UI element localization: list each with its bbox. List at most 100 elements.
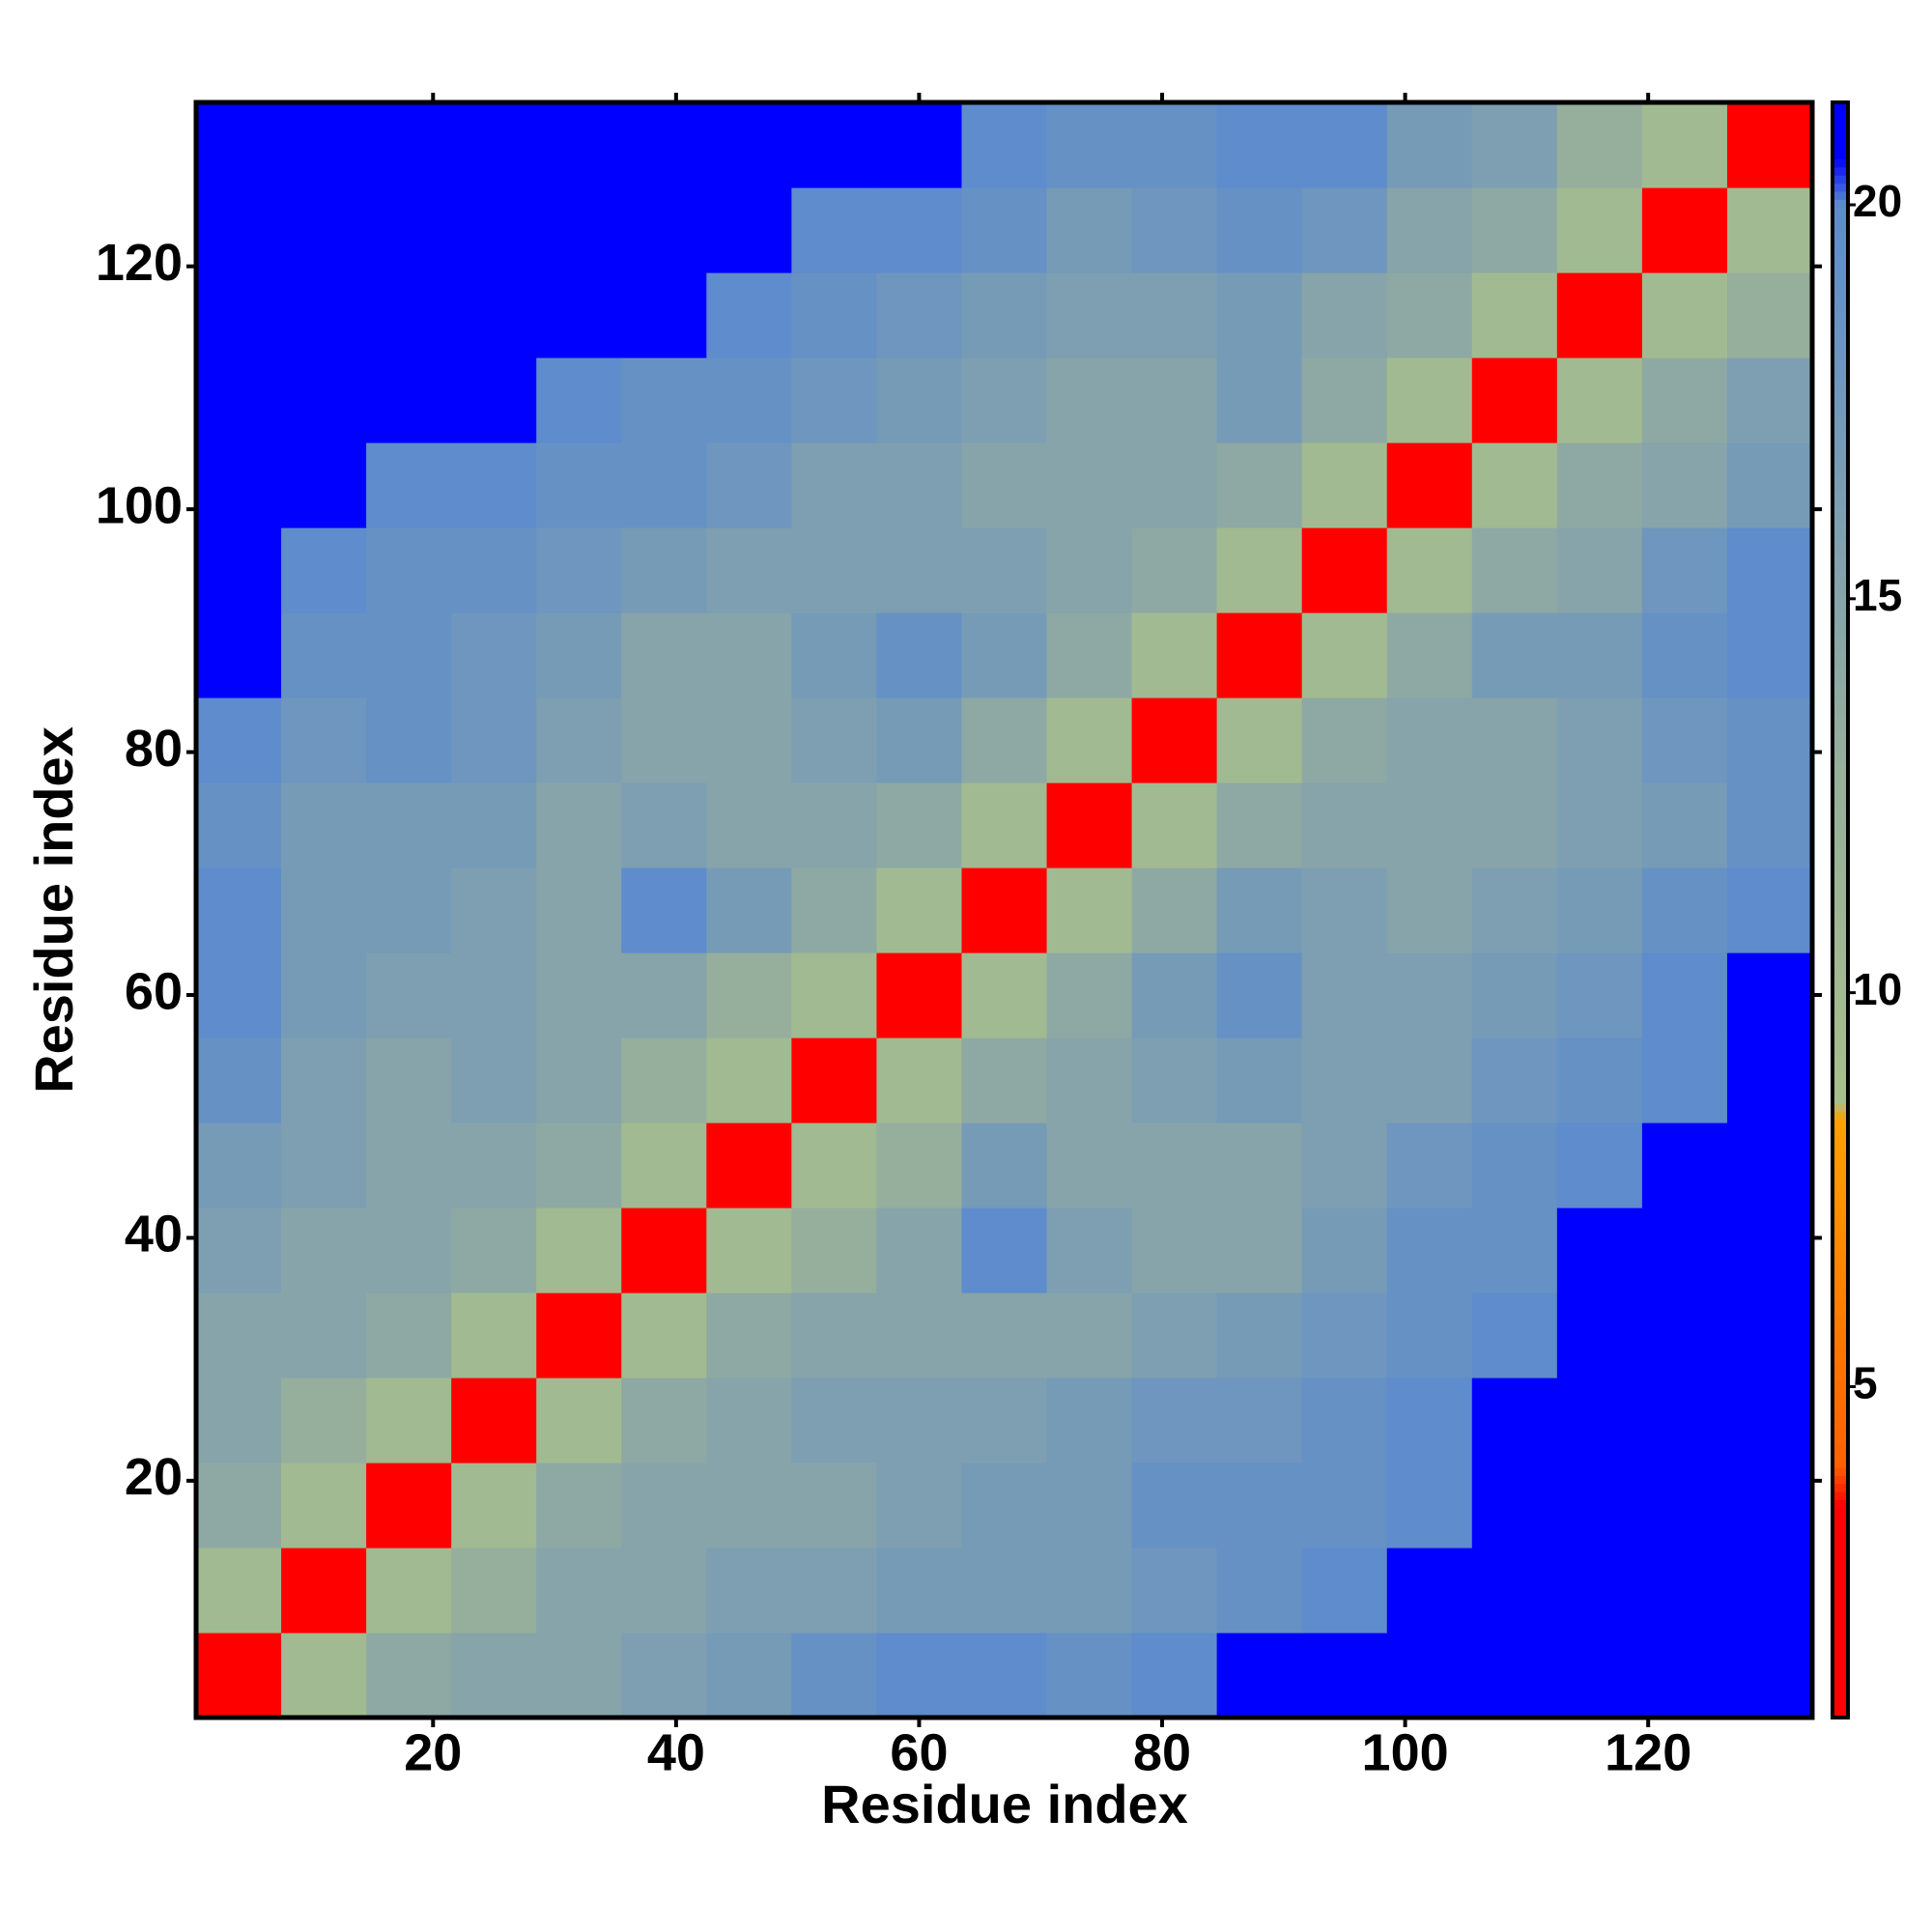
- colorbar-swatch: [1833, 240, 1848, 249]
- heatmap-cell: [1556, 867, 1643, 953]
- heatmap-cell: [1641, 442, 1728, 528]
- x-tick-label: 80: [1133, 1723, 1191, 1781]
- heatmap-cell: [1726, 867, 1813, 953]
- heatmap-cell: [1301, 1037, 1388, 1123]
- heatmap-cell: [791, 1548, 878, 1634]
- heatmap-cell: [1386, 102, 1473, 188]
- colorbar-swatch: [1833, 1677, 1848, 1687]
- heatmap-cell: [1386, 782, 1473, 868]
- colorbar-swatch: [1833, 207, 1848, 216]
- heatmap-cell: [1046, 187, 1133, 273]
- colorbar-swatch: [1833, 546, 1848, 555]
- heatmap-cell: [196, 612, 282, 698]
- heatmap-cell: [1556, 952, 1643, 1038]
- colorbar-swatch: [1833, 1427, 1848, 1435]
- x-tick-label: 120: [1605, 1723, 1691, 1781]
- heatmap-cell: [621, 867, 707, 953]
- heatmap-cell: [961, 187, 1048, 273]
- heatmap-cell: [791, 1633, 878, 1719]
- heatmap-cells: [196, 102, 1813, 1719]
- heatmap-cell: [1471, 1122, 1558, 1208]
- colorbar-swatch: [1833, 1483, 1848, 1492]
- y-axis-title: Residue index: [23, 726, 84, 1094]
- colorbar-swatch: [1833, 1451, 1848, 1461]
- heatmap-cell: [1556, 187, 1643, 273]
- heatmap-cell: [1471, 612, 1558, 698]
- heatmap-cell: [536, 1037, 622, 1123]
- heatmap-cell: [281, 187, 367, 273]
- colorbar-swatch: [1833, 377, 1848, 386]
- heatmap-cell: [196, 867, 282, 953]
- heatmap-cell: [1046, 782, 1133, 868]
- colorbar-swatch: [1833, 821, 1848, 830]
- heatmap-cell: [281, 697, 367, 783]
- colorbar-swatch: [1833, 982, 1848, 992]
- colorbar-swatch: [1833, 869, 1848, 879]
- heatmap-cell: [876, 867, 963, 953]
- heatmap-cell: [1046, 357, 1133, 443]
- colorbar-swatch: [1833, 1200, 1848, 1209]
- colorbar-swatch: [1833, 611, 1848, 620]
- heatmap-cell: [1301, 187, 1388, 273]
- heatmap-cell: [1386, 1293, 1473, 1378]
- heatmap-cell: [1386, 1548, 1473, 1634]
- heatmap-cell: [706, 867, 792, 953]
- heatmap-cell: [791, 442, 878, 528]
- colorbar-swatch: [1833, 417, 1848, 426]
- colorbar-swatch: [1833, 328, 1848, 338]
- heatmap-cell: [281, 1037, 367, 1123]
- colorbar-swatch: [1833, 853, 1848, 863]
- heatmap-cell: [1131, 867, 1218, 953]
- heatmap-cell: [791, 1378, 878, 1463]
- heatmap-cell: [1386, 527, 1473, 613]
- heatmap-cell: [706, 612, 792, 698]
- colorbar-swatch: [1833, 360, 1848, 370]
- heatmap-cell: [281, 952, 367, 1038]
- heatmap-cell: [451, 102, 537, 188]
- heatmap-cell: [706, 1378, 792, 1463]
- colorbar-swatch: [1833, 231, 1848, 241]
- heatmap-cell: [1046, 442, 1133, 528]
- colorbar-swatch: [1833, 1273, 1848, 1283]
- colorbar-swatch: [1833, 1644, 1848, 1654]
- heatmap-cell: [1641, 1463, 1728, 1548]
- heatmap-cell: [536, 782, 622, 868]
- colorbar-swatch: [1833, 1378, 1848, 1387]
- heatmap-cell: [961, 952, 1048, 1038]
- heatmap-cell: [1556, 1293, 1643, 1378]
- heatmap-cell: [1046, 1122, 1133, 1208]
- heatmap-cell: [621, 1293, 707, 1378]
- heatmap-cell: [1046, 1463, 1133, 1548]
- colorbar-swatch: [1833, 1604, 1848, 1613]
- heatmap-cell: [706, 782, 792, 868]
- heatmap-cell: [1131, 1122, 1218, 1208]
- heatmap-cell: [1386, 1633, 1473, 1719]
- colorbar-swatch: [1833, 1596, 1848, 1605]
- x-tick-label: 20: [404, 1723, 462, 1781]
- heatmap-cell: [536, 697, 622, 783]
- heatmap-cell: [621, 782, 707, 868]
- colorbar-swatch: [1833, 1548, 1848, 1557]
- colorbar-swatch: [1833, 699, 1848, 709]
- colorbar-swatch: [1833, 1160, 1848, 1170]
- heatmap-cell: [961, 1037, 1048, 1123]
- heatmap-cell: [366, 1208, 452, 1293]
- heatmap-cell: [451, 1293, 537, 1378]
- colorbar-swatch: [1833, 1516, 1848, 1524]
- colorbar-swatch: [1833, 716, 1848, 725]
- heatmap-cell: [366, 1293, 452, 1378]
- colorbar-swatch: [1833, 409, 1848, 418]
- colorbar-swatch: [1833, 1014, 1848, 1024]
- heatmap-cell: [1046, 612, 1133, 698]
- heatmap-cell: [621, 1378, 707, 1463]
- colorbar-swatch: [1833, 942, 1848, 952]
- heatmap-cell: [366, 782, 452, 868]
- heatmap-cell: [1131, 612, 1218, 698]
- heatmap-cell: [1726, 612, 1813, 698]
- heatmap-cell: [1641, 697, 1728, 783]
- colorbar-swatch: [1833, 190, 1848, 200]
- heatmap-cell: [706, 357, 792, 443]
- colorbar-swatch: [1833, 264, 1848, 273]
- colorbar-swatch: [1833, 1216, 1848, 1226]
- heatmap-cell: [536, 527, 622, 613]
